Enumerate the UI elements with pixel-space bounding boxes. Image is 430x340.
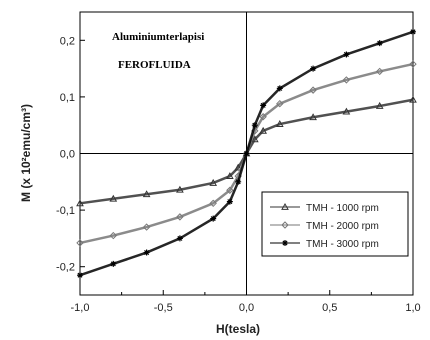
data-point [410,28,416,35]
data-point [309,86,317,94]
annotation-line-2: FEROFLUIDA [118,59,191,71]
y-tick-label: -0,1 [56,205,75,217]
data-point [176,213,184,221]
y-axis-title: M (x 10²emu/cm³) [19,104,33,202]
legend-label: TMH - 1000 rpm [306,203,379,214]
x-tick-label: -1,0 [71,302,90,314]
data-point [209,199,217,208]
data-point [77,272,83,279]
data-point [343,51,350,58]
data-point [210,215,217,222]
data-point [234,163,243,171]
data-point [176,235,183,242]
legend-marker [281,202,289,210]
data-point [375,67,384,76]
y-axis-ticks: -0,2 -0,1 0,0 0,1 0,2 [56,35,85,274]
data-point [259,126,267,134]
data-point [342,107,351,115]
series-3 [77,28,416,279]
y-tick-label: 0,2 [60,35,75,47]
data-point [250,135,259,143]
x-tick-label: 1,0 [405,302,420,314]
data-point [76,199,84,207]
data-point [109,231,118,240]
data-point [235,178,242,185]
x-tick-label: 0,0 [239,302,254,314]
data-point [275,120,284,127]
data-point [260,102,267,109]
data-point [76,239,84,247]
data-point [209,178,218,186]
legend-marker [281,221,289,229]
y-tick-label: -0,2 [56,262,75,274]
x-axis-title: H(tesla) [216,322,260,336]
data-point [110,260,117,267]
data-point [409,95,417,103]
data-point [176,185,184,193]
x-tick-label: -0,5 [154,302,173,314]
legend-label: TMH - 2000 rpm [306,221,379,232]
data-point [309,113,317,121]
annotation-line-1: Aluminiumterlapisi [112,31,204,43]
data-point [243,150,250,157]
data-point [342,76,351,84]
data-point [276,85,283,92]
legend-label: TMH - 3000 rpm [306,239,379,250]
data-point [376,40,383,47]
data-point [143,249,150,256]
data-point [226,172,234,180]
data-point [375,101,384,109]
data-point [251,122,258,129]
data-point [310,65,317,72]
y-tick-label: 0,0 [60,149,75,161]
series-layer [76,28,417,279]
legend: TMH - 1000 rpm TMH - 2000 rpm TMH - 3000 r… [261,191,409,257]
data-point [259,113,267,121]
x-tick-label: 0,5 [322,302,337,314]
data-point [109,194,118,202]
data-point [226,186,234,194]
data-point [142,223,151,231]
legend-marker [282,240,288,246]
x-axis-ticks: -1,0 -0,5 0,0 0,5 1,0 [71,290,421,314]
data-point [276,99,284,108]
data-point [226,198,233,205]
y-tick-label: 0,1 [60,92,75,104]
data-point [409,60,417,68]
data-point [142,190,151,198]
